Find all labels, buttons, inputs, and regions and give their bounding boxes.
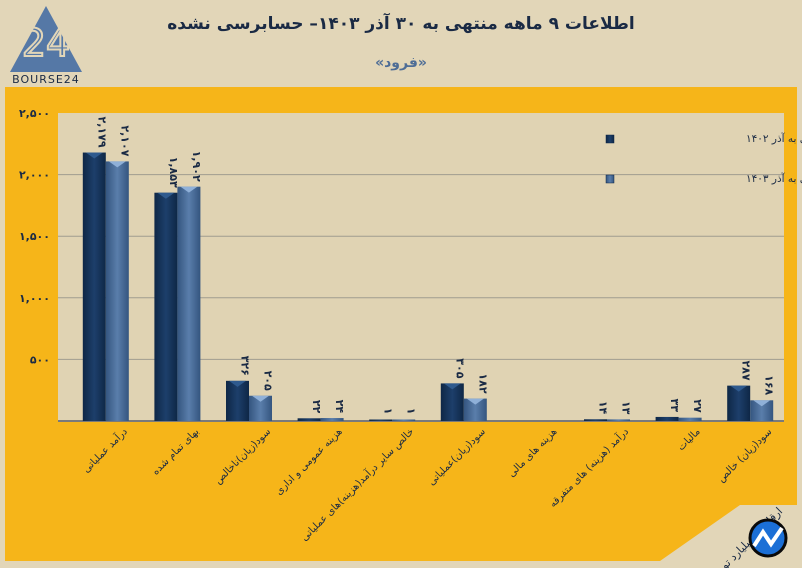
y-tick-label: ۱,۵۰۰: [19, 230, 50, 243]
x-category-label: هزینه عمومی و اداری: [274, 426, 345, 497]
y-tick-label: ۲,۵۰۰: [19, 107, 50, 120]
bar: [82, 152, 106, 422]
x-category-label: مالیات: [676, 426, 703, 453]
bar: [440, 383, 464, 421]
data-label: ۲۴: [333, 400, 346, 414]
bar: [105, 161, 129, 421]
bar: [320, 418, 344, 421]
bar-bevel: [252, 395, 269, 402]
bourse24-logo: 24 BOURSE24: [10, 6, 82, 84]
data-label: ۳۳: [668, 398, 681, 412]
bar-bevel: [466, 398, 484, 405]
bar-bevel: [85, 152, 103, 159]
x-category-label: خالص سایر درآمد(هزینه)های عملیاتی: [298, 425, 417, 544]
data-label: ۲۷: [691, 399, 704, 413]
data-label: ۱۶۸: [763, 375, 776, 395]
bar-bevel: [180, 186, 198, 193]
x-category-label: بهای تمام شده: [150, 426, 201, 477]
bar: [177, 186, 201, 421]
bar-bevel: [229, 380, 246, 387]
bar: [678, 417, 702, 421]
legend-swatch: [605, 174, 615, 184]
page-subtitle: «فرود»: [375, 55, 427, 71]
data-label: ۱۴: [597, 401, 610, 415]
legend-label: عملکرد منتهی به آذر ۱۴۰۳: [746, 172, 802, 185]
data-label: ۳۲۶: [239, 356, 252, 376]
x-category-label: سود(زیان) خالص: [716, 426, 774, 484]
bar: [392, 419, 416, 421]
x-category-label: سود(زیان)ناخالص: [213, 426, 273, 486]
x-category-label: درآمد عملیاتی: [80, 425, 130, 475]
bar: [154, 192, 178, 421]
y-tick-label: ۲,۰۰۰: [19, 169, 50, 182]
bar: [750, 400, 774, 421]
bar-bevel: [157, 192, 175, 199]
data-label: ۲۲: [310, 400, 323, 414]
page-title: اطلاعات ۹ ماهه منتهی به ۳۰ آذر ۱۴۰۳– حسا…: [167, 14, 635, 34]
bar-bevel: [443, 383, 461, 390]
data-label: ۱۸۲: [476, 373, 489, 393]
bar-bevel: [108, 161, 126, 168]
header: 24 BOURSE24 اطلاعات ۹ ماهه منتهی به ۳۰ آ…: [0, 0, 802, 88]
data-label: ۲,۱۷۹: [95, 117, 108, 148]
bar-bevel: [730, 385, 748, 392]
data-label: ۲۸۷: [740, 360, 753, 380]
bar: [249, 395, 272, 421]
bar: [607, 419, 630, 421]
data-label: ۱: [405, 408, 418, 415]
bar-bevel: [753, 400, 771, 407]
data-label: ۱۳: [620, 401, 633, 415]
x-category-label: هزینه های مالی: [506, 426, 559, 479]
legend-label: عملکرد منتهی به آذر ۱۴۰۲: [746, 132, 802, 145]
logo-arrow: [752, 526, 784, 548]
bar: [226, 380, 249, 421]
bar: [584, 419, 607, 421]
x-category-label: سود(زیان)عملیاتی: [426, 426, 488, 488]
trend-logo-icon: [748, 518, 788, 558]
svg-text:24: 24: [22, 21, 70, 65]
data-label: ۱,۸۵۳: [167, 157, 180, 188]
bar: [655, 416, 679, 421]
y-tick-label: ۵۰۰: [30, 353, 50, 366]
data-label: ۲۰۵: [262, 371, 275, 391]
x-category-label: درآمد (هزینه) های متفرقه: [546, 425, 631, 510]
data-label: ۱,۹۰۲: [190, 151, 203, 182]
bar: [463, 398, 487, 421]
data-label: ۱: [382, 408, 395, 415]
data-label: ۳۰۵: [453, 358, 466, 378]
svg-text:BOURSE24: BOURSE24: [12, 73, 80, 84]
bar: [297, 418, 321, 421]
y-tick-label: ۱,۰۰۰: [19, 292, 50, 305]
legend-swatch: [605, 134, 615, 144]
data-label: ۲,۱۰۷: [118, 125, 131, 156]
bar: [727, 385, 751, 421]
bar: [369, 419, 393, 421]
